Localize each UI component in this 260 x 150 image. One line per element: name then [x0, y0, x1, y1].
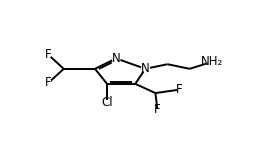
Bar [155, 108, 160, 112]
Text: N: N [141, 62, 150, 75]
Bar [113, 56, 119, 61]
Text: Cl: Cl [101, 96, 113, 109]
Text: F: F [45, 76, 52, 89]
Bar [46, 53, 51, 57]
Bar [103, 100, 111, 105]
Text: F: F [45, 48, 52, 62]
Bar [177, 87, 182, 92]
Text: F: F [154, 103, 161, 116]
Text: NH₂: NH₂ [201, 55, 223, 68]
Bar [142, 66, 148, 71]
Text: F: F [176, 83, 183, 96]
Text: N: N [112, 52, 120, 65]
Bar [46, 80, 51, 85]
Bar [206, 59, 217, 64]
